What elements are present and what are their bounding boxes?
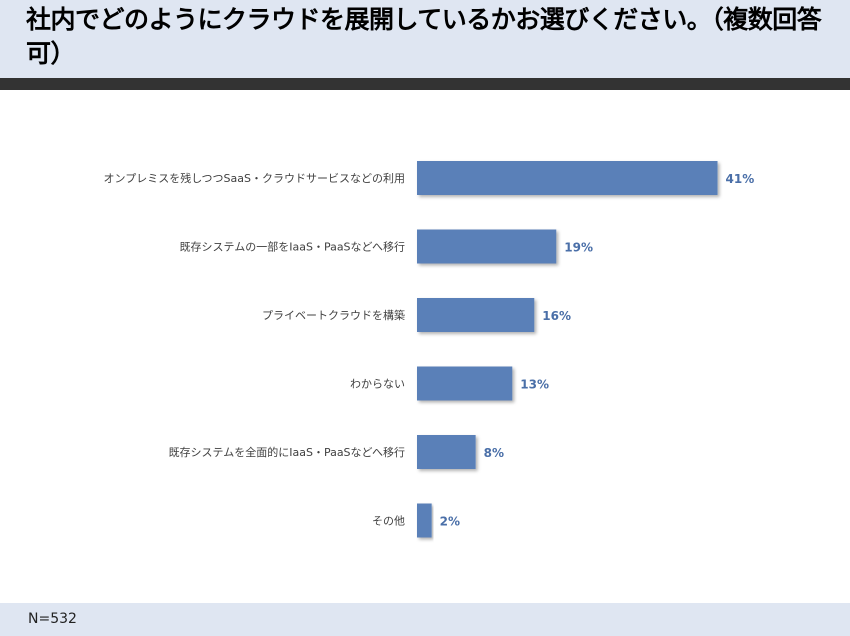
value-label: 16% [542, 309, 571, 323]
bar [417, 298, 535, 332]
bars-group [417, 161, 718, 538]
title-divider [0, 78, 850, 90]
bar [417, 503, 432, 538]
bar-chart: オンプレミスを残しつつSaaS・クラウドサービスなどの利用既存システムの一部をI… [104, 161, 755, 538]
bar [417, 366, 513, 401]
category-label: わからない [350, 378, 405, 391]
sample-size-note: N=532 [28, 611, 77, 627]
category-labels-group: オンプレミスを残しつつSaaS・クラウドサービスなどの利用既存システムの一部をI… [104, 171, 405, 528]
value-label: 8% [484, 446, 504, 460]
bar [417, 229, 557, 264]
category-label: 既存システムの一部をIaaS・PaaSなどへ移行 [180, 240, 405, 254]
category-label: その他 [372, 515, 405, 528]
value-label: 41% [726, 172, 755, 186]
page-title: 社内でどのようにクラウドを展開しているかお選びください。（複数回答可） [26, 5, 822, 68]
category-label: 既存システムを全面的にIaaS・PaaSなどへ移行 [169, 445, 405, 459]
bar [417, 161, 718, 195]
value-label: 13% [520, 378, 549, 392]
value-label: 19% [564, 241, 593, 255]
category-label: プライベートクラウドを構築 [262, 308, 405, 322]
value-label: 2% [440, 515, 460, 529]
title-bar: 社内でどのようにクラウドを展開しているかお選びください。（複数回答可） [0, 0, 850, 78]
category-label: オンプレミスを残しつつSaaS・クラウドサービスなどの利用 [104, 171, 405, 185]
footer-bar: N=532 [0, 603, 850, 636]
bar [417, 435, 476, 469]
value-labels-group: 41% 19% 16% 13% 8% 2% [440, 172, 755, 529]
